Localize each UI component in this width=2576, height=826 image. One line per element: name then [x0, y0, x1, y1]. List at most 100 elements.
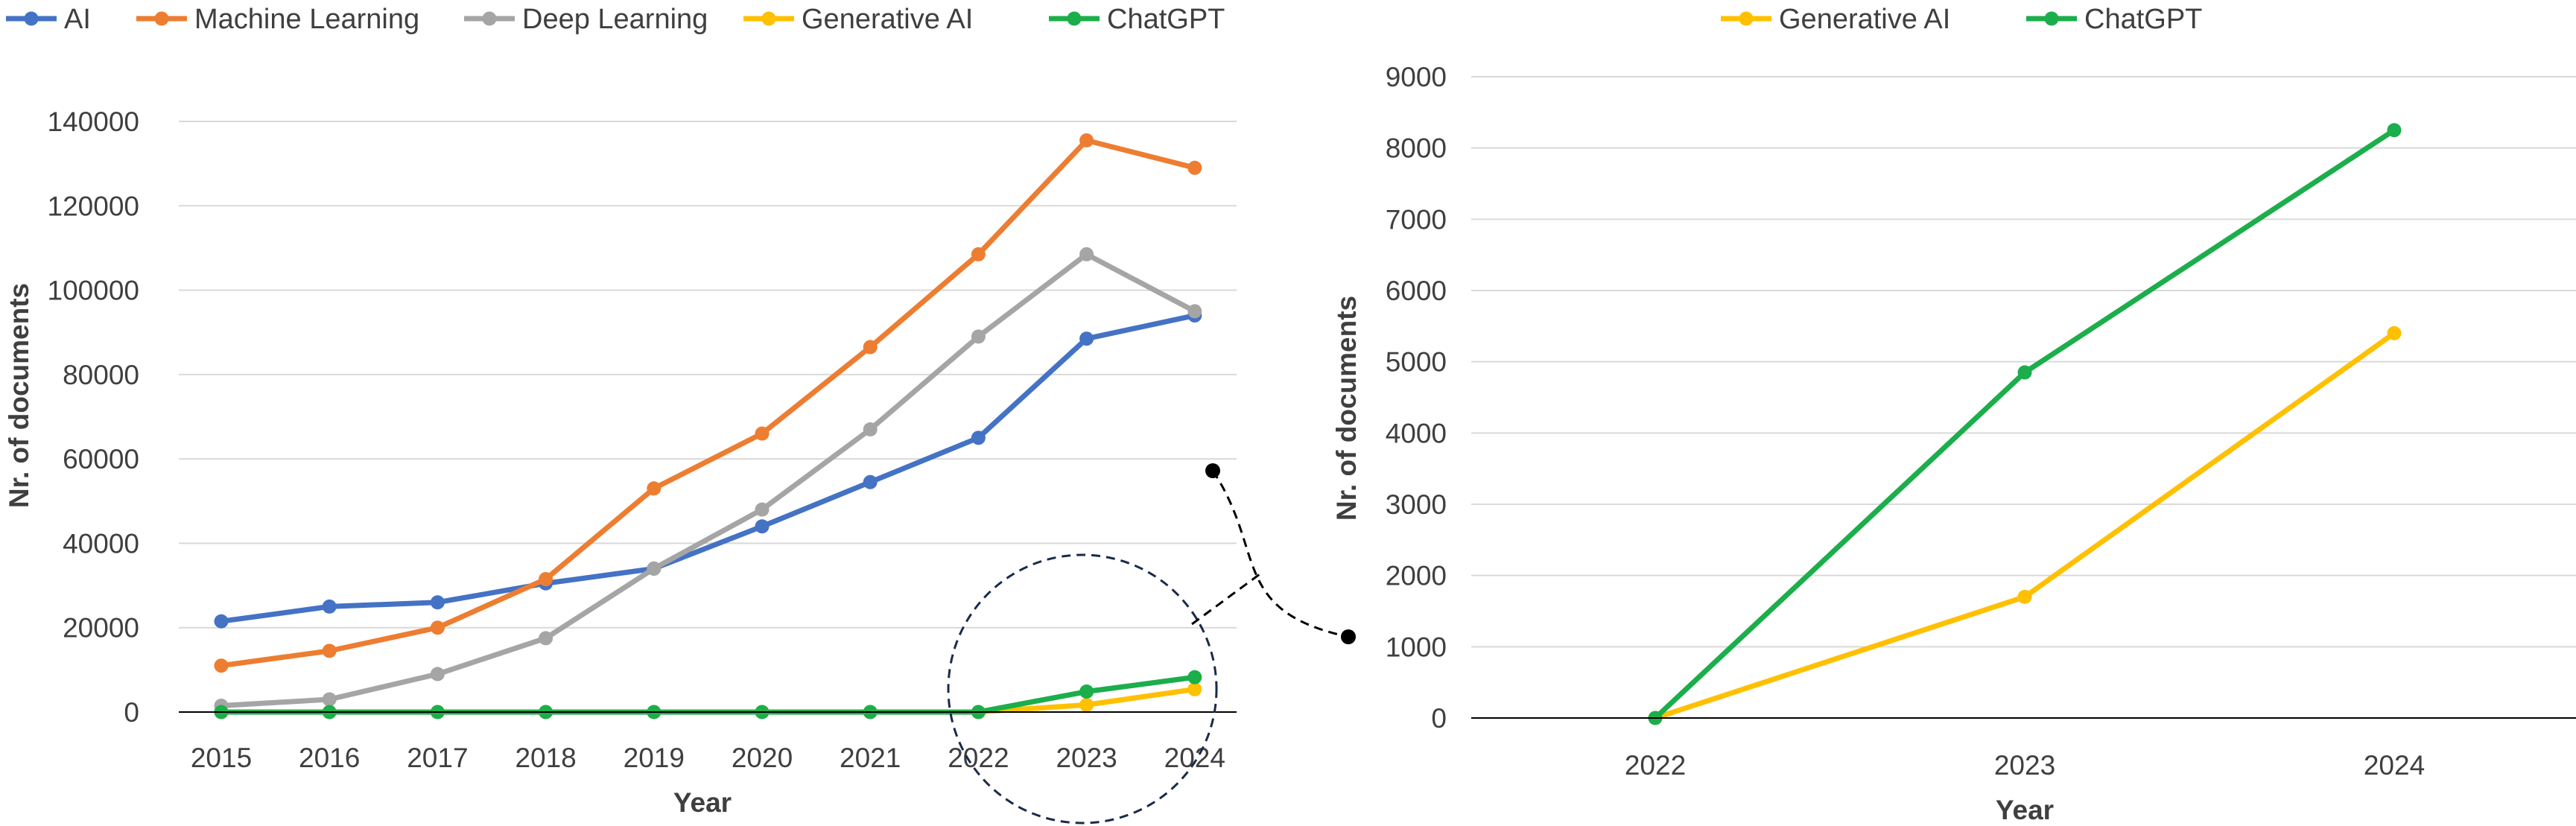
left-point-ai: [322, 599, 337, 614]
left-point-machine-learning: [322, 644, 337, 658]
left-legend: AI Machine Learning Deep Learning Generativ…: [6, 4, 1225, 35]
left-point-generative-ai: [1187, 682, 1202, 696]
left-legend-label: ChatGPT: [1107, 4, 1225, 35]
right-y-tick-label: 9000: [1386, 62, 1447, 92]
left-line-deep-learning: [218, 251, 1198, 709]
left-point-deep-learning: [1187, 304, 1202, 319]
left-x-tick-label: 2016: [299, 743, 360, 773]
right-y-tick-label: 6000: [1386, 276, 1447, 306]
left-x-tick-label: 2024: [1164, 743, 1225, 773]
left-legend-item-generative-ai: Generative AI: [743, 4, 973, 35]
right-series: [1648, 123, 2402, 725]
left-point-machine-learning: [214, 658, 229, 673]
right-legend-item-chatgpt: ChatGPT: [2026, 4, 2202, 35]
left-x-tick-label: 2019: [624, 743, 685, 773]
left-point-deep-learning: [863, 422, 878, 436]
left-x-tick-labels: 2015 2016 2017 2018 2019 2020 2021 2022 2023 2024: [191, 743, 1225, 773]
left-legend-item-machine-learning: Machine Learning: [136, 4, 419, 35]
right-x-tick-label: 2024: [2364, 750, 2425, 781]
right-x-axis-title: Year: [1996, 795, 2054, 825]
right-legend-label: ChatGPT: [2084, 4, 2202, 35]
left-legend-swatch-marker: [154, 11, 169, 26]
left-y-axis-title: Nr. of documents: [4, 283, 34, 508]
right-y-tick-label: 3000: [1386, 489, 1447, 520]
left-x-tick-label: 2023: [1056, 743, 1117, 773]
left-series-ai: [214, 308, 1202, 629]
right-y-tick-label: 2000: [1386, 561, 1447, 591]
left-legend-item-ai: AI: [6, 4, 91, 35]
left-point-machine-learning: [647, 481, 662, 496]
left-x-axis-title: Year: [673, 787, 732, 818]
left-legend-label: Machine Learning: [194, 4, 419, 35]
right-legend-label: Generative AI: [1779, 4, 1950, 35]
right-y-tick-label: 0: [1431, 703, 1447, 734]
left-series-deep-learning: [214, 247, 1202, 714]
left-legend-item-deep-learning: Deep Learning: [464, 4, 708, 35]
left-point-ai: [214, 614, 229, 629]
left-gridlines: [179, 121, 1237, 629]
left-legend-swatch-marker: [24, 11, 39, 26]
left-y-tick-label: 0: [124, 697, 139, 728]
left-point-machine-learning: [971, 247, 986, 261]
right-x-tick-label: 2023: [1994, 750, 2055, 781]
left-legend-swatch-marker: [1067, 11, 1082, 26]
right-line-generative-ai: [1652, 330, 2397, 721]
left-x-tick-label: 2018: [515, 743, 576, 773]
left-legend-label: Generative AI: [802, 4, 973, 35]
right-y-tick-label: 8000: [1386, 133, 1447, 164]
left-point-ai: [971, 431, 986, 445]
left-point-generative-ai: [1079, 697, 1094, 712]
left-line-machine-learning: [218, 137, 1198, 669]
left-y-tick-label: 100000: [48, 276, 139, 306]
right-series-generative-ai: [1648, 325, 2402, 725]
zoom-callout: [947, 463, 1356, 825]
left-point-deep-learning: [430, 667, 445, 682]
left-point-ai: [863, 474, 878, 489]
left-series: [214, 133, 1202, 719]
right-y-tick-label: 5000: [1386, 347, 1447, 378]
callout-connector-line: [1191, 571, 1263, 626]
right-point-chatgpt: [2387, 123, 2402, 138]
right-gridlines: [1471, 76, 2576, 648]
left-legend-label: AI: [64, 4, 91, 35]
left-x-tick-label: 2021: [840, 743, 901, 773]
left-point-chatgpt: [1187, 670, 1202, 684]
right-point-generative-ai: [2387, 325, 2402, 340]
left-point-machine-learning: [430, 620, 445, 635]
left-point-deep-learning: [755, 502, 770, 517]
left-x-tick-label: 2020: [732, 743, 793, 773]
left-y-tick-label: 40000: [63, 528, 139, 559]
right-y-tick-label: 4000: [1386, 418, 1447, 448]
left-y-tick-label: 120000: [48, 191, 139, 221]
right-line-chatgpt: [1652, 127, 2397, 721]
left-x-tick-label: 2015: [191, 743, 252, 773]
left-point-machine-learning: [863, 340, 878, 355]
left-legend-swatch-marker: [482, 11, 497, 26]
left-y-tick-label: 80000: [63, 360, 139, 390]
left-point-ai: [755, 519, 770, 534]
left-y-tick-label: 60000: [63, 444, 139, 474]
callout-end-dot: [1341, 629, 1356, 644]
left-legend-label: Deep Learning: [522, 4, 708, 35]
left-x-tick-label: 2017: [407, 743, 468, 773]
right-legend-item-generative-ai: Generative AI: [1721, 4, 1950, 35]
left-point-machine-learning: [1079, 133, 1094, 147]
left-x-tick-label: 2022: [948, 743, 1009, 773]
right-legend-swatch-marker: [2044, 11, 2059, 26]
left-y-tick-labels: 0 20000 40000 60000 80000 100000 120000 140000: [48, 107, 139, 728]
right-chart: Generative AI ChatGPT 0 1000 2000 3000 4000 50…: [1331, 4, 2576, 825]
left-point-deep-learning: [647, 561, 662, 576]
zoom-highlight-circle: [947, 553, 1218, 825]
right-legend-swatch-marker: [1739, 11, 1754, 26]
left-point-machine-learning: [1187, 160, 1202, 175]
left-y-tick-label: 140000: [48, 107, 139, 137]
left-point-machine-learning: [539, 572, 553, 587]
left-series-machine-learning: [214, 133, 1202, 673]
left-point-deep-learning: [971, 329, 986, 344]
right-y-tick-label: 1000: [1386, 632, 1447, 662]
left-chart: AI Machine Learning Deep Learning Generativ…: [4, 4, 1237, 818]
left-point-ai: [430, 595, 445, 610]
right-y-axis-title: Nr. of documents: [1331, 296, 1362, 521]
right-point-chatgpt: [2017, 365, 2032, 380]
